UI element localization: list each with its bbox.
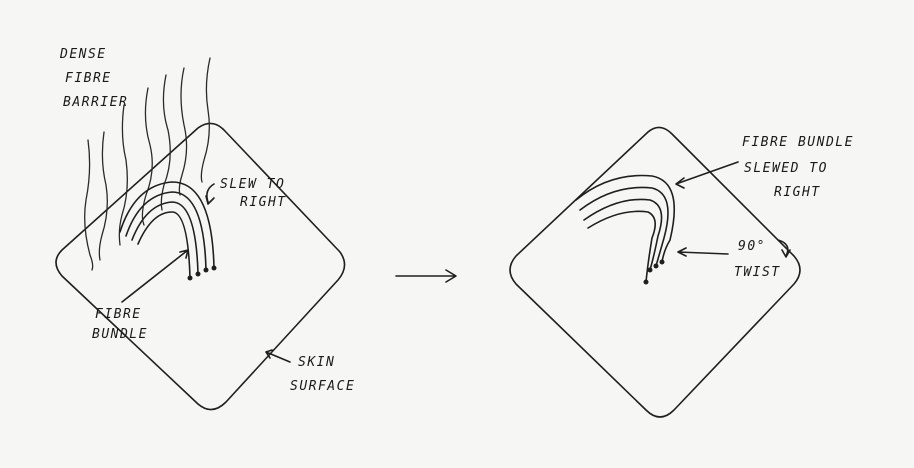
fibre-end-dot: [211, 265, 217, 271]
bundle-label-line1: FIBRE: [95, 307, 142, 322]
fibre-end-dot: [643, 279, 649, 285]
slewed-pointer-arrow: [675, 161, 739, 189]
skin-label-line2: SURFACE: [290, 379, 355, 394]
barrier-label-line1: DENSE: [59, 47, 107, 62]
fibre-end-dot: [653, 263, 659, 269]
fibre-end-dot: [195, 271, 201, 277]
left-panel: DENSE FIBRE BARRIER SLEW TO RIGHT FIBRE …: [55, 47, 355, 411]
right-skin-diamond: [509, 126, 801, 418]
twist-pointer-arrow: [677, 247, 729, 257]
fibre-end-dot: [187, 275, 193, 281]
fibre-end-dot: [659, 259, 665, 265]
right-panel: FIBRE BUNDLE SLEWED TO RIGHT 90° TWIST: [509, 126, 854, 418]
twist-label-line1: 90°: [738, 239, 766, 254]
slewed-label-line1: FIBRE BUNDLE: [742, 135, 854, 150]
skin-label-line1: SKIN: [298, 355, 335, 370]
right-fibre-bundle: [575, 174, 676, 285]
barrier-label-line3: BARRIER: [63, 95, 128, 110]
skin-pointer-arrow: [265, 349, 291, 363]
slewed-label-line2: SLEWED TO: [744, 161, 828, 176]
slew-label-line2: RIGHT: [240, 195, 287, 210]
slewed-label-line3: RIGHT: [774, 185, 821, 200]
twist-label-line2: TWIST: [734, 265, 781, 280]
fibre-end-dot: [647, 267, 653, 273]
fibre-end-dot: [203, 267, 209, 273]
slew-arrow: [205, 183, 215, 205]
bundle-pointer-arrow: [121, 249, 189, 303]
left-skin-diamond: [55, 122, 346, 411]
left-fibre-bundle: [119, 181, 217, 281]
barrier-fibres: [84, 57, 211, 271]
transition-arrow: [395, 269, 457, 283]
slew-label-line1: SLEW TO: [220, 177, 285, 192]
barrier-label-line2: FIBRE: [65, 71, 112, 86]
twist-curl-arrow: [777, 239, 791, 258]
bundle-label-line2: BUNDLE: [92, 327, 148, 342]
